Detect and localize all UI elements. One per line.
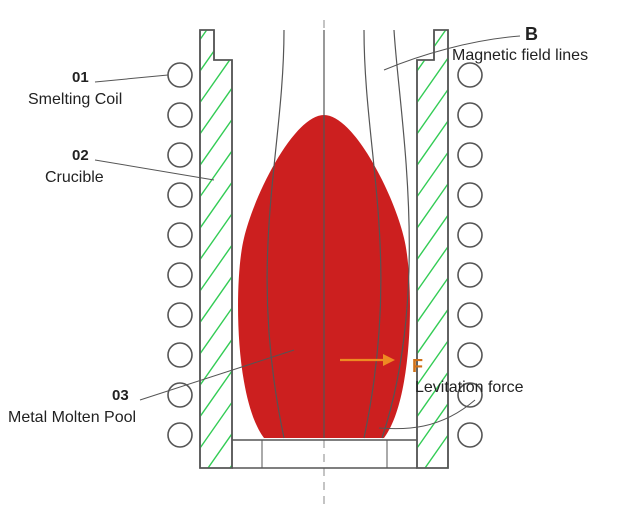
label-force-text: Levitation force: [415, 379, 524, 396]
label-crucible-text: Crucible: [45, 169, 104, 186]
label-pool-num: 03: [112, 387, 129, 404]
label-bfield-letter: B: [525, 24, 538, 44]
diagram-root: 01 Smelting Coil 02 Crucible 03 Metal Mo…: [0, 0, 633, 520]
label-bfield-text: Magnetic field lines: [452, 47, 588, 64]
label-coil-num: 01: [72, 69, 89, 86]
label-pool-text: Metal Molten Pool: [8, 409, 136, 426]
label-force-letter: F: [412, 356, 423, 376]
label-coil-text: Smelting Coil: [28, 91, 122, 108]
label-crucible-num: 02: [72, 147, 89, 164]
